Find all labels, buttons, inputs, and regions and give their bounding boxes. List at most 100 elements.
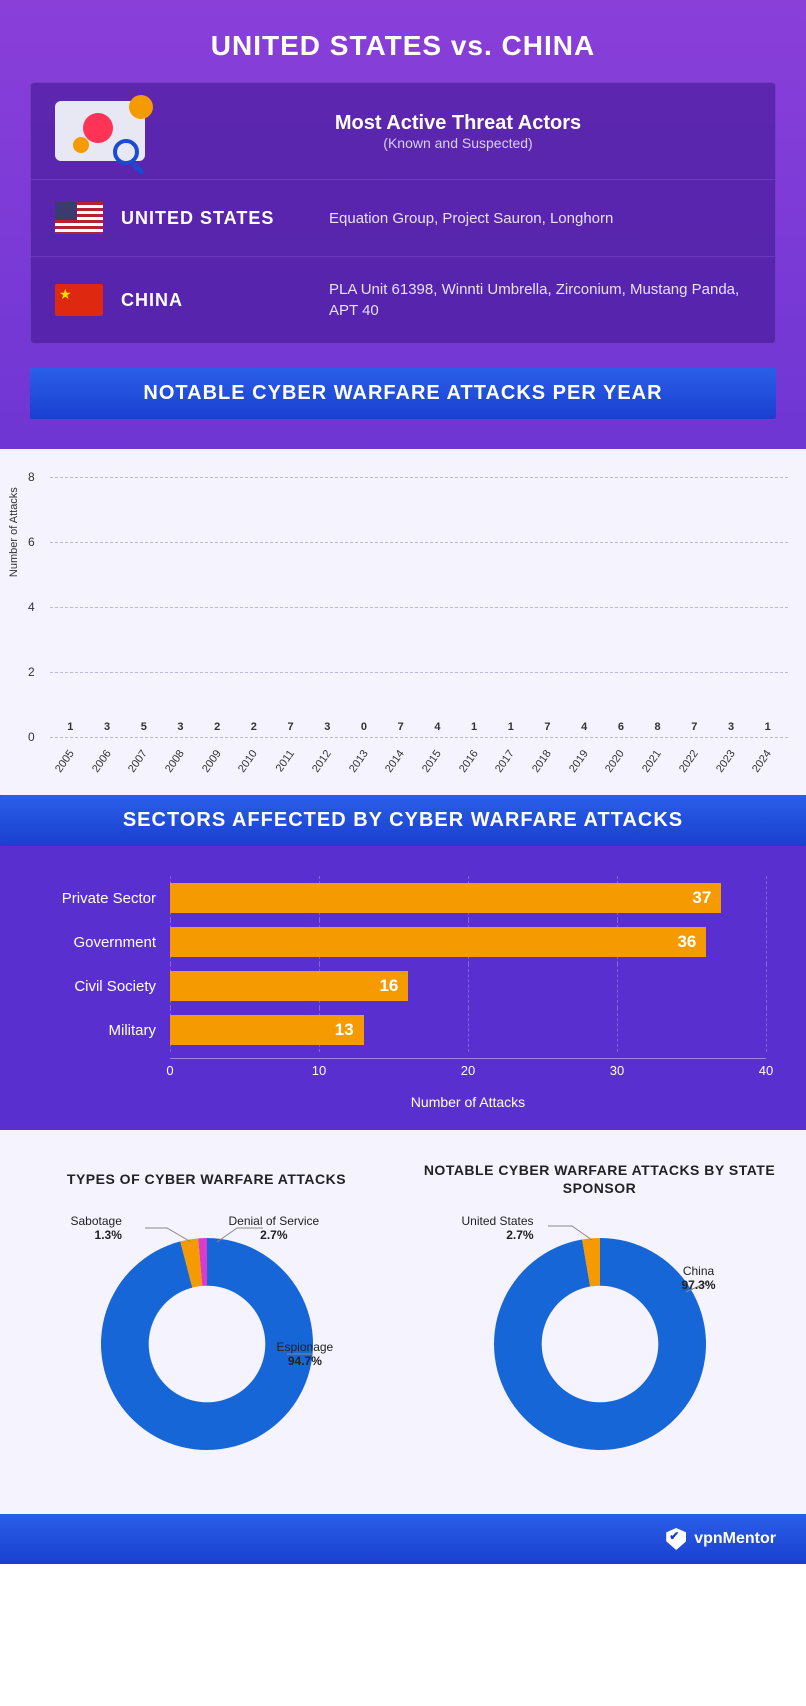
hbar-axis: 010203040 [170,1058,766,1086]
donut-types-title: TYPES OF CYBER WARFARE ATTACKS [20,1160,393,1198]
donut-section: TYPES OF CYBER WARFARE ATTACKS Espionage… [0,1130,806,1514]
footer: vpnMentor [0,1514,806,1564]
bar-value: 7 [691,721,697,733]
donut-types: TYPES OF CYBER WARFARE ATTACKS Espionage… [20,1160,393,1474]
hbar-bar: 16 [170,971,408,1001]
gridline [468,1008,469,1052]
sectors-chart: Private Sector37Government36Civil Societ… [0,846,806,1130]
donut-sponsor-title: NOTABLE CYBER WARFARE ATTACKS BY STATE S… [413,1160,786,1198]
donut-label: Sabotage1.3% [71,1214,122,1243]
bar-value: 5 [141,721,147,733]
y-tick: 2 [28,665,35,679]
gridline [617,964,618,1008]
bar-value: 3 [177,721,183,733]
vbar-banner: NOTABLE CYBER WARFARE ATTACKS PER YEAR [30,368,776,419]
threat-subtitle: (Known and Suspected) [165,135,751,151]
country-name: UNITED STATES [121,208,311,229]
hbar-track: 13 [170,1015,766,1045]
y-tick: 6 [28,535,35,549]
country-row: CHINA PLA Unit 61398, Winnti Umbrella, Zi… [31,256,775,343]
flag-us-icon [55,202,103,234]
hbar-bar: 36 [170,927,706,957]
gridline [50,607,788,608]
bar-value: 2 [214,721,220,733]
donut-label: Espionage94.7% [277,1340,334,1369]
brand-name: vpnMentor [694,1530,776,1548]
bar-value: 1 [765,721,771,733]
threat-actors-list: Equation Group, Project Sauron, Longhorn [329,208,613,229]
gridline [50,542,788,543]
bar-value: 6 [618,721,624,733]
bar-value: 1 [67,721,73,733]
gridline [766,1008,767,1052]
leader-line [145,1228,191,1242]
donut-leaderlines [460,1214,740,1474]
hbar-row: Private Sector37 [40,876,766,920]
threat-header: Most Active Threat Actors (Known and Sus… [31,83,775,179]
bar-value: 1 [471,721,477,733]
hbar-bar: 37 [170,883,721,913]
vbar-ylabel: Number of Attacks [8,487,20,577]
donut-sponsor-chart: China97.3% United States2.7% [460,1214,740,1474]
main-title: UNITED STATES vs. CHINA [30,30,776,62]
country-name: CHINA [121,290,311,311]
hbar-plot: Private Sector37Government36Civil Societ… [40,876,766,1052]
x-tick: 30 [610,1063,624,1078]
threat-title: Most Active Threat Actors [165,112,751,135]
bar-value: 7 [288,721,294,733]
threat-title-wrap: Most Active Threat Actors (Known and Sus… [165,112,751,151]
donut-label: Denial of Service2.7% [229,1214,320,1243]
bar-value: 2 [251,721,257,733]
donut-label: China97.3% [682,1264,716,1293]
hbar-xlabel: Number of Attacks [170,1094,766,1110]
bar-value: 3 [728,721,734,733]
content: UNITED STATES vs. CHINA Most Active Thre… [0,0,806,449]
hbar-bar: 13 [170,1015,364,1045]
bar-value: 8 [655,721,661,733]
flag-cn-icon [55,284,103,316]
donut-sponsor: NOTABLE CYBER WARFARE ATTACKS BY STATE S… [413,1160,786,1474]
hbar-label: Civil Society [40,978,170,995]
bar-value: 3 [324,721,330,733]
gridline [617,1008,618,1052]
bar-value: 1 [508,721,514,733]
hbar-row: Military13 [40,1008,766,1052]
brand-shield-icon [666,1528,686,1550]
bar-value: 4 [434,721,440,733]
bar-value: 0 [361,721,367,733]
y-tick: 4 [28,600,35,614]
donut-label: United States2.7% [462,1214,534,1243]
y-tick: 0 [28,730,35,744]
hbar-track: 16 [170,971,766,1001]
gridline [766,920,767,964]
threat-actors-list: PLA Unit 61398, Winnti Umbrella, Zirconi… [329,279,751,321]
gridline [468,964,469,1008]
donut-types-chart: Espionage94.7% Denial of Service2.7% Sabot… [67,1214,347,1474]
bar-value: 7 [544,721,550,733]
x-tick: 0 [166,1063,173,1078]
gridline [766,876,767,920]
hbar-label: Government [40,934,170,951]
x-tick: 20 [461,1063,475,1078]
bar-value: 4 [581,721,587,733]
hbar-row: Government36 [40,920,766,964]
vbar-plot: 1200532006520073200822009220107201132012… [50,477,788,737]
gridline [50,737,788,738]
gridline [50,672,788,673]
gridline [766,964,767,1008]
hbar-track: 36 [170,927,766,957]
y-tick: 8 [28,470,35,484]
x-tick: 40 [759,1063,773,1078]
hbar-banner: SECTORS AFFECTED BY CYBER WARFARE ATTACK… [0,795,806,846]
leader-line [548,1226,592,1240]
attacks-per-year-chart: Number of Attacks 1200532006520073200822… [0,449,806,795]
threat-actors-box: Most Active Threat Actors (Known and Sus… [30,82,776,344]
hbar-label: Military [40,1022,170,1039]
bar-value: 3 [104,721,110,733]
infographic-page: UNITED STATES vs. CHINA Most Active Thre… [0,0,806,1564]
malware-icon [55,101,145,161]
x-tick: 10 [312,1063,326,1078]
hbar-track: 37 [170,883,766,913]
hbar-row: Civil Society16 [40,964,766,1008]
bar-value: 7 [398,721,404,733]
